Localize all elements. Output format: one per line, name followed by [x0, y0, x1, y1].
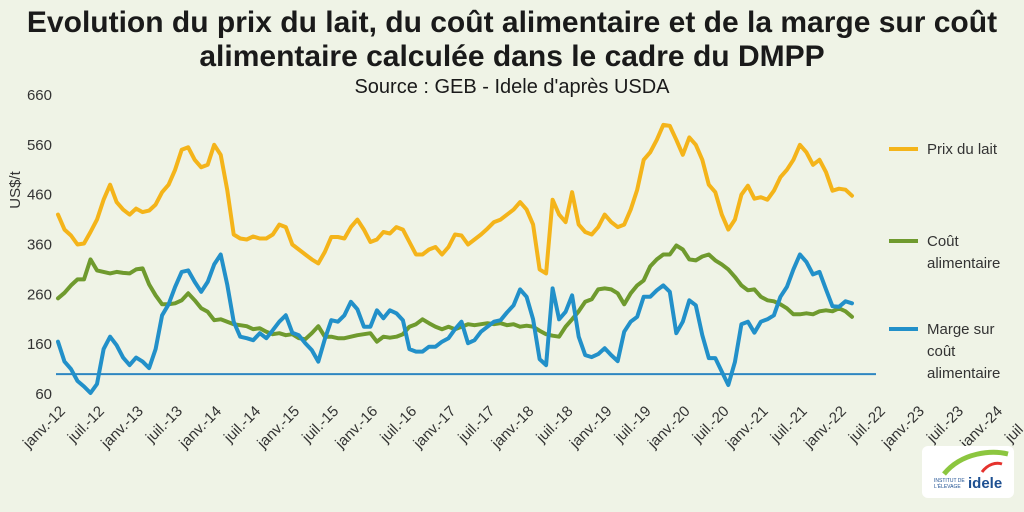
- y-tick-label: 460: [27, 187, 52, 204]
- series-line-prix-du-lait: [56, 122, 854, 276]
- x-tick-label: janv.-22: [800, 403, 850, 453]
- y-tick-label: 560: [27, 137, 52, 154]
- y-axis: 60 160 260 360 460 560 660: [27, 87, 52, 403]
- x-tick-label: janv.-16: [332, 403, 382, 453]
- x-tick-label: janv.-12: [19, 403, 69, 453]
- chart-title-line-1: Evolution du prix du lait, du coût alime…: [26, 6, 998, 39]
- y-tick-label: 660: [27, 87, 52, 104]
- chart-subtitle: Source : GEB - Idele d'après USDA: [354, 76, 670, 98]
- logo-graphic: INSTITUT DE L'ÉLEVAGE idele: [934, 449, 1009, 492]
- x-tick-label: janv.-18: [488, 403, 538, 453]
- x-tick-label: janv.-21: [722, 403, 772, 453]
- chart-title-line-2: alimentaire calculée dans le cadre du DM…: [199, 40, 825, 73]
- logo-text-line-2: L'ÉLEVAGE: [934, 483, 961, 490]
- logo-brand: idele: [968, 475, 1002, 492]
- y-tick-label: 260: [27, 286, 52, 303]
- y-tick-label: 360: [27, 237, 52, 254]
- x-tick-label: janv.-19: [566, 403, 616, 453]
- x-tick-label: janv.-20: [644, 403, 694, 453]
- logo-swoosh-icon: [942, 449, 1009, 476]
- series-group: [56, 122, 854, 395]
- y-axis-label: US$/t: [7, 170, 24, 208]
- legend: Prix du lait Coût alimentaire Marge sur coût…: [889, 141, 1000, 382]
- legend-label-marge-sur-cout-alimentaire: Marge sur coût alimentaire: [927, 321, 1000, 382]
- x-tick-label: janv.-23: [878, 403, 928, 453]
- x-axis: janv.-12juil.-12janv.-13juil.-13janv.-14…: [19, 403, 1024, 453]
- logo-accent-icon: [980, 461, 1003, 473]
- x-tick-label: janv.-17: [410, 403, 460, 453]
- series-line-marge-sur-cout-alimentaire: [56, 252, 854, 395]
- y-tick-label: 160: [27, 336, 52, 353]
- x-tick-label: janv.-14: [175, 403, 225, 453]
- legend-label-prix-du-lait: Prix du lait: [927, 141, 998, 158]
- logo-text-line-1: INSTITUT DE: [934, 478, 965, 484]
- idele-logo: INSTITUT DE L'ÉLEVAGE idele: [922, 446, 1014, 498]
- x-tick-label: juil.-24: [1001, 403, 1024, 447]
- legend-label-cout-alimentaire: Coût alimentaire: [927, 233, 1000, 272]
- x-tick-label: janv.-15: [253, 403, 303, 453]
- x-tick-label: janv.-13: [97, 403, 147, 453]
- y-tick-label: 60: [35, 386, 52, 403]
